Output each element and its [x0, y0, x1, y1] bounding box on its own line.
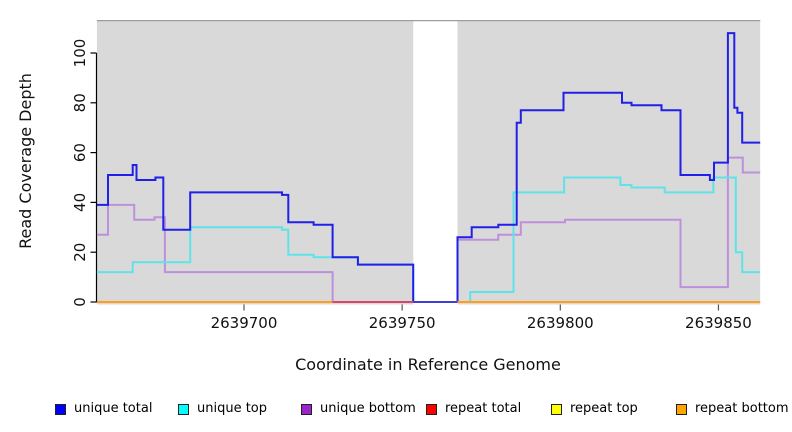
legend-label: repeat top [570, 401, 638, 416]
y-tick-label: 100 [71, 39, 89, 68]
series-line-unique-bottom [96, 156, 761, 303]
chart-legend: unique total unique top unique bottom repea… [0, 0, 792, 416]
y-tick-label: 60 [71, 143, 89, 162]
legend-swatch [301, 403, 312, 415]
series-line-unique-top [96, 176, 761, 303]
legend-label: unique top [197, 401, 268, 416]
legend-label: repeat bottom [695, 401, 789, 416]
legend-swatch [426, 403, 437, 415]
y-axis-title: Read Coverage Depth [16, 73, 35, 249]
legend-item-repeat-total: repeat total [426, 402, 521, 416]
plot-panel [96, 19, 761, 305]
legend-swatch [676, 403, 687, 415]
legend-item-unique-total: unique total [55, 402, 152, 416]
legend-label: repeat total [445, 401, 522, 416]
y-tick-label: 40 [71, 193, 89, 212]
legend-swatch [551, 403, 562, 415]
series-lines [96, 32, 761, 303]
y-tick-label: 0 [71, 297, 89, 307]
y-tick-label: 20 [71, 243, 89, 262]
axes: 0 20 40 60 80 100 2639700 2639750 2639800 2639850 [71, 39, 752, 332]
x-tick-label: 2639750 [369, 314, 436, 332]
legend-label: unique bottom [320, 401, 416, 416]
x-axis-title: Coordinate in Reference Genome [295, 355, 561, 374]
no-coverage-gap-band [413, 21, 458, 305]
y-tick-label: 80 [71, 93, 89, 112]
legend-item-repeat-top: repeat top [551, 402, 638, 416]
legend-swatch [178, 403, 189, 415]
legend-label: unique total [74, 401, 153, 416]
legend-swatch [55, 403, 66, 415]
x-tick-label: 2639850 [685, 314, 752, 332]
legend-item-unique-bottom: unique bottom [301, 402, 416, 416]
x-tick-label: 2639800 [527, 314, 594, 332]
legend-item-repeat-bottom: repeat bottom [676, 402, 789, 416]
series-line-unique-total [96, 32, 761, 303]
x-tick-label: 2639700 [211, 314, 278, 332]
legend-item-unique-top: unique top [178, 402, 267, 416]
